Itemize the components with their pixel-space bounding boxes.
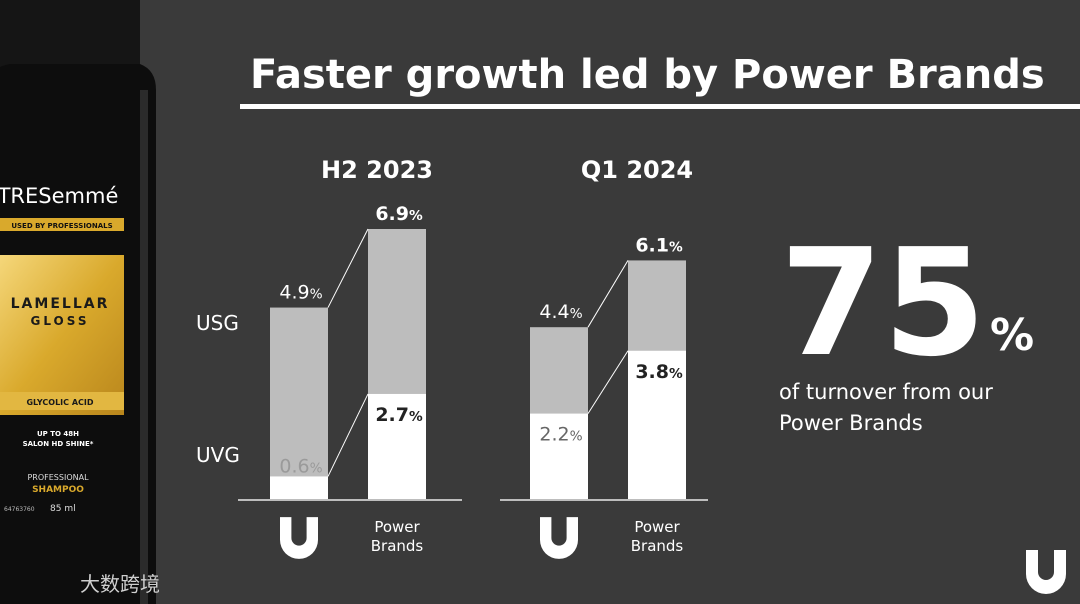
bar: [530, 413, 588, 500]
claim-1: UP TO 48H: [37, 430, 79, 438]
brand: TRESemmé: [0, 184, 118, 208]
unilever-logo: [280, 517, 318, 559]
value-label: 0.6%: [279, 455, 322, 477]
code: 64763760: [4, 506, 35, 513]
stat-caption: of turnover from our: [779, 380, 993, 404]
value-label: 6.9%: [375, 203, 423, 225]
value-label: 4.4%: [539, 301, 582, 323]
product-bottle: TRESemmé USED BY PROFESSIONALS LAMELLAR …: [0, 0, 156, 604]
value-label: 4.9%: [279, 282, 322, 304]
stat-caption: Power Brands: [779, 411, 923, 435]
connector: [327, 228, 369, 308]
unilever-logo: [540, 517, 578, 559]
connector: [587, 260, 629, 328]
line-1: LAMELLAR: [11, 296, 110, 312]
bar: [628, 350, 686, 500]
line-2: GLOSS: [30, 314, 89, 328]
title: Faster growth led by Power Brands: [250, 52, 1045, 98]
watermark: 大数跨境: [80, 572, 160, 596]
value-label: 6.1%: [635, 234, 683, 256]
unilever-logo: [1026, 550, 1066, 594]
size: 85 ml: [50, 504, 76, 514]
claim-2: SALON HD SHINE*: [23, 440, 94, 448]
series-label: UVG: [196, 443, 240, 467]
series-label: USG: [196, 311, 239, 335]
x-tick-label: Power Brands: [371, 518, 424, 555]
bar: [270, 476, 328, 500]
connector: [587, 350, 629, 414]
chart-title: Q1 2024: [581, 156, 693, 184]
ingredient: GLYCOLIC ACID: [26, 398, 93, 407]
charts: USG UVG H2 2023 4.9% 0.6% Power Brands 6.9% 2.7%…: [196, 156, 1066, 594]
tagline: USED BY PROFESSIONALS: [11, 222, 112, 230]
bar: [270, 307, 328, 500]
value-label: 2.2%: [539, 424, 582, 446]
connector: [327, 393, 369, 477]
kind-2: SHAMPOO: [32, 485, 84, 495]
value-label: 2.7%: [375, 404, 423, 426]
value-label: 3.8%: [635, 361, 683, 383]
bar: [368, 393, 426, 500]
x-tick-label: Power Brands: [631, 518, 684, 555]
kind-1: PROFESSIONAL: [27, 473, 89, 482]
title-rule: [240, 104, 1080, 109]
chart-title: H2 2023: [321, 156, 433, 184]
